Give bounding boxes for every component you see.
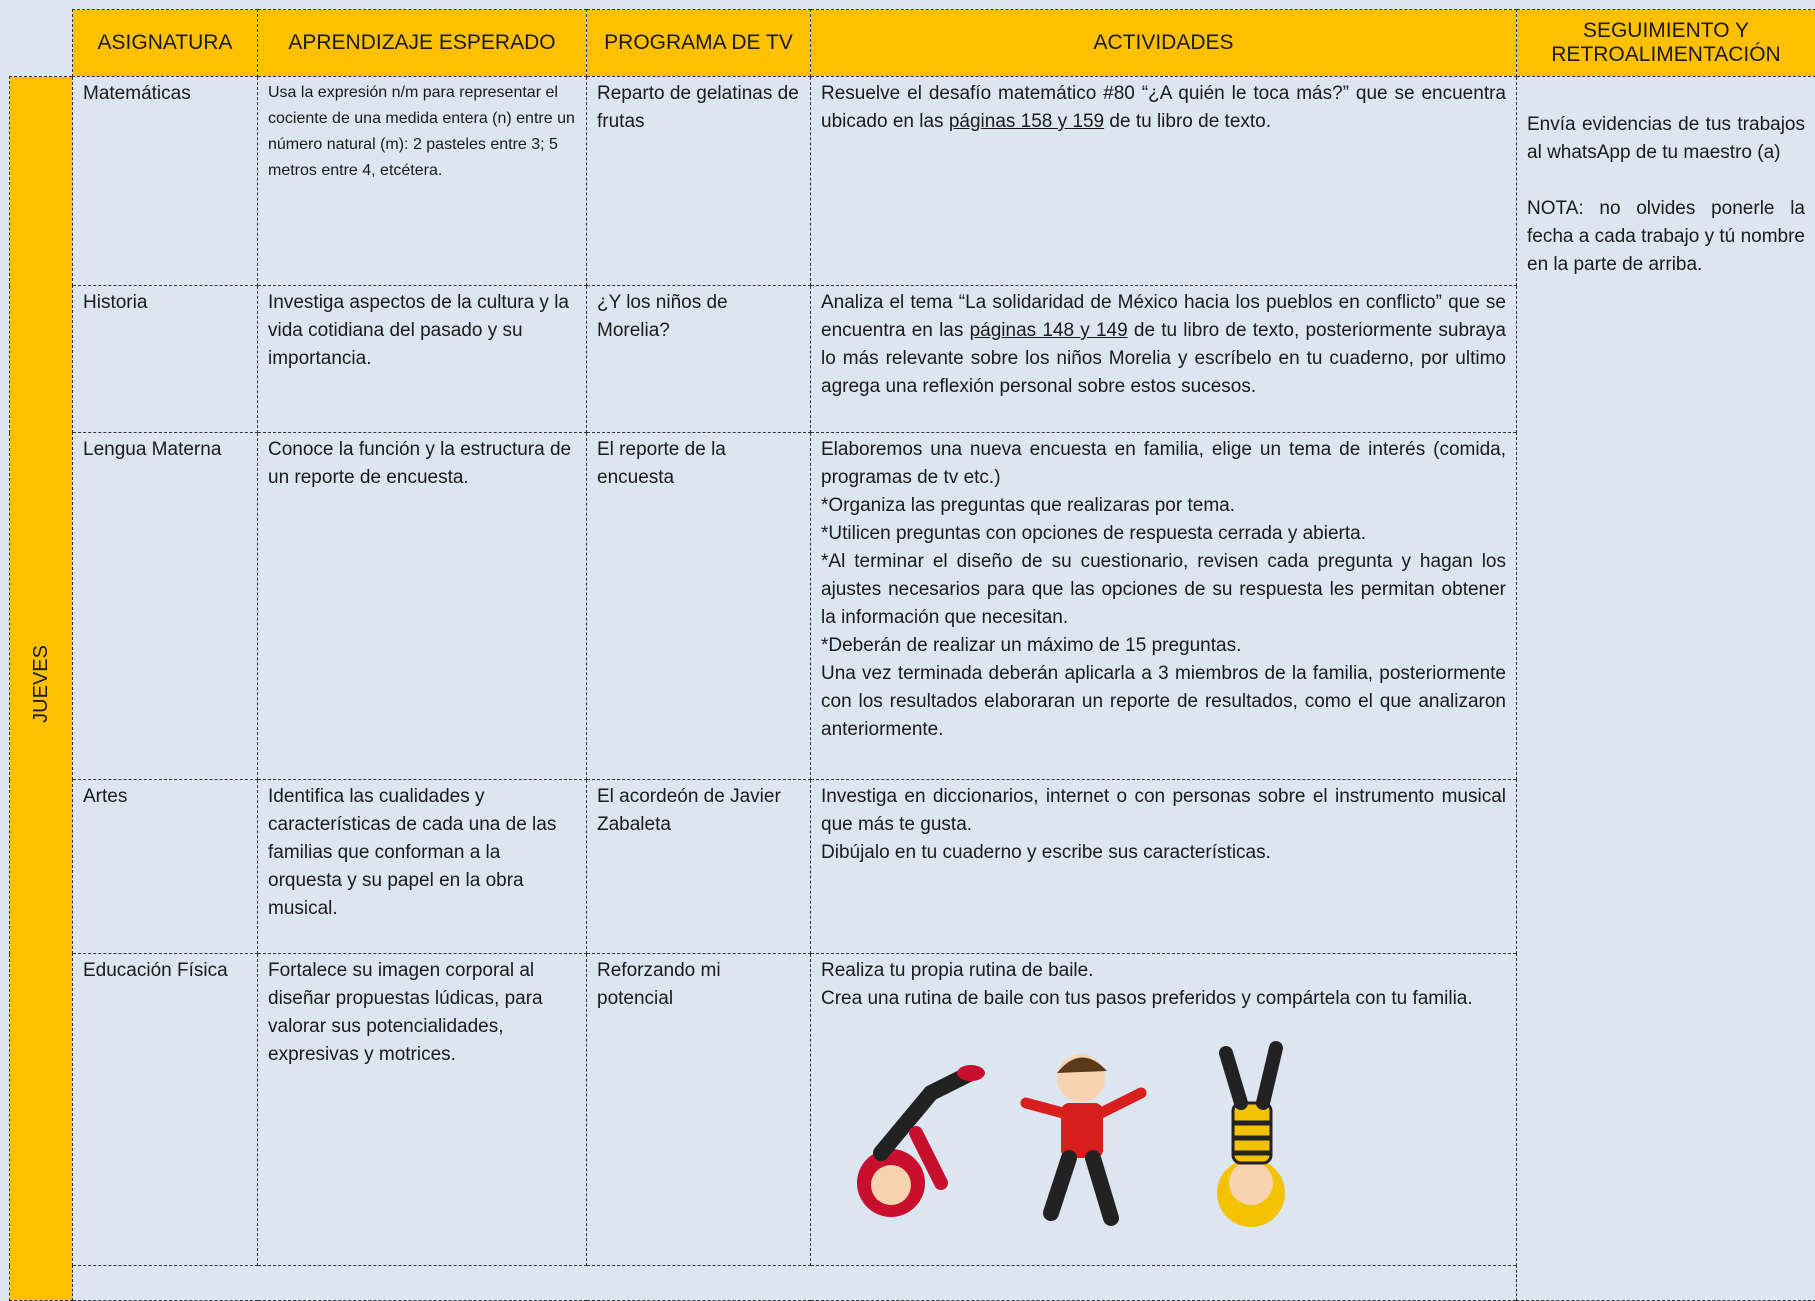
activity-text: *Deberán de realizar un máximo de 15 pre… — [821, 635, 1241, 656]
program: El acordeón de Javier Zabaleta — [587, 780, 811, 954]
activity-text: Elaboremos una nueva encuesta en familia… — [821, 439, 1506, 488]
activities: Elaboremos una nueva encuesta en familia… — [811, 433, 1517, 780]
learning: Fortalece su imagen corporal al diseñar … — [258, 954, 587, 1266]
page-reference: páginas 148 y 149 — [970, 320, 1128, 341]
activity-text: de tu libro de texto. — [1104, 111, 1271, 132]
activity-text: Crea una rutina de baile con tus pasos p… — [821, 988, 1473, 1009]
subject: Educación Física — [73, 954, 258, 1266]
activity-paragraph: *Organiza las preguntas que realizaras p… — [821, 492, 1506, 520]
activity-paragraph: Realiza tu propia rutina de baile. — [821, 957, 1506, 985]
page-reference: páginas 158 y 159 — [949, 111, 1104, 132]
learning: Investiga aspectos de la cultura y la vi… — [258, 286, 587, 433]
corner — [10, 10, 73, 77]
subject: Historia — [73, 286, 258, 433]
day-label: JUEVES — [27, 645, 55, 723]
activity-text: Investiga en diccionarios, internet o co… — [821, 786, 1506, 835]
program: Reparto de gelatinas de frutas — [587, 77, 811, 286]
program: Reforzando mi potencial — [587, 954, 811, 1266]
dancer-2 — [1026, 1054, 1141, 1218]
header-cell: PROGRAMA DE TV — [587, 10, 811, 77]
activity-text: *Al terminar el diseño de su cuestionari… — [821, 551, 1506, 628]
activity-text: Una vez terminada deberán aplicarla a 3 … — [821, 663, 1506, 740]
header-cell: ASIGNATURA — [73, 10, 258, 77]
activities: Investiga en diccionarios, internet o co… — [811, 780, 1517, 954]
subject: Lengua Materna — [73, 433, 258, 780]
activity-paragraph: Investiga en diccionarios, internet o co… — [821, 783, 1506, 839]
header-cell: SEGUIMIENTO Y RETROALIMENTACIÓN — [1517, 10, 1815, 77]
day-cell: JUEVES — [10, 77, 73, 1301]
activity-paragraph: *Utilicen preguntas con opciones de resp… — [821, 520, 1506, 548]
empty-cell — [73, 1266, 1517, 1301]
activity-paragraph: Dibújalo en tu cuaderno y escribe sus ca… — [821, 839, 1506, 867]
activities: Resuelve el desafío matemático #80 “¿A q… — [811, 77, 1517, 286]
activity-paragraph: Elaboremos una nueva encuesta en familia… — [821, 436, 1506, 492]
followup: Envía evidencias de tus trabajos al what… — [1517, 77, 1815, 1301]
followup-paragraph: NOTA: no olvides ponerle la fecha a cada… — [1527, 195, 1805, 279]
activity-paragraph: *Deberán de realizar un máximo de 15 pre… — [821, 632, 1506, 660]
learning: Identifica las cualidades y característi… — [258, 780, 587, 954]
activity-text: Dibújalo en tu cuaderno y escribe sus ca… — [821, 842, 1271, 863]
followup-paragraph: Envía evidencias de tus trabajos al what… — [1527, 111, 1805, 167]
activity-paragraph: Analiza el tema “La solidaridad de Méxic… — [821, 289, 1506, 401]
program: El reporte de la encuesta — [587, 433, 811, 780]
learning: Usa la expresión n/m para representar el… — [258, 77, 587, 286]
subject: Artes — [73, 780, 258, 954]
activity-text: Realiza tu propia rutina de baile. — [821, 960, 1094, 981]
activities: Realiza tu propia rutina de baile. Crea u… — [811, 954, 1517, 1266]
dancer-1 — [857, 1065, 985, 1217]
activities: Analiza el tema “La solidaridad de Méxic… — [811, 286, 1517, 433]
activity-paragraph: Resuelve el desafío matemático #80 “¿A q… — [821, 80, 1506, 136]
activity-text: *Utilicen preguntas con opciones de resp… — [821, 523, 1366, 544]
dancer-3 — [1217, 1048, 1285, 1227]
header-cell: APRENDIZAJE ESPERADO — [258, 10, 587, 77]
activity-text: *Organiza las preguntas que realizaras p… — [821, 495, 1235, 516]
dancers-illustration — [821, 1033, 1441, 1233]
subject: Matemáticas — [73, 77, 258, 286]
header-cell: ACTIVIDADES — [811, 10, 1517, 77]
activity-paragraph: Crea una rutina de baile con tus pasos p… — [821, 985, 1506, 1013]
activity-paragraph: Una vez terminada deberán aplicarla a 3 … — [821, 660, 1506, 744]
program: ¿Y los niños de Morelia? — [587, 286, 811, 433]
learning: Conoce la función y la estructura de un … — [258, 433, 587, 780]
activity-paragraph: *Al terminar el diseño de su cuestionari… — [821, 548, 1506, 632]
